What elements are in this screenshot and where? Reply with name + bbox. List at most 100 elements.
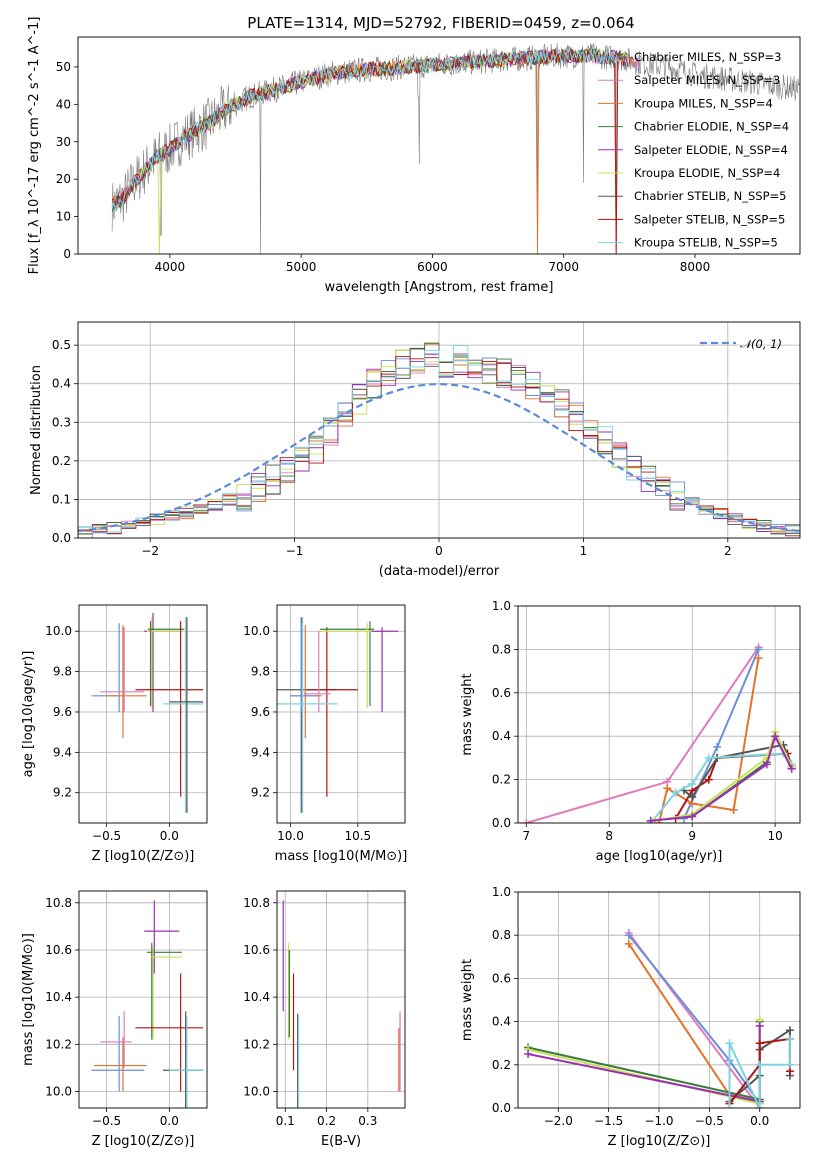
y-tick-label: 0.4 <box>492 1015 511 1029</box>
y-tick-label: 0.0 <box>492 1101 511 1115</box>
weight-marker <box>755 1039 764 1048</box>
weight-marker <box>688 792 697 801</box>
plot-area <box>78 342 800 538</box>
y-tick-label: 10.6 <box>45 943 72 957</box>
axes-frame <box>517 891 801 1109</box>
weight-marker <box>704 775 713 784</box>
y-tick-label: 10.8 <box>45 896 72 910</box>
y-tick-label: 0.1 <box>52 492 71 506</box>
x-tick-label: −2.0 <box>544 1114 573 1128</box>
y-tick-label: 0.3 <box>52 415 71 429</box>
x-axis-label: wavelength [Angstrom, rest frame] <box>325 280 554 295</box>
x-tick-label: −1 <box>286 544 304 558</box>
x-tick-label: −2 <box>141 544 159 558</box>
legend-entry: Kroupa STELIB, N_SSP=5 <box>634 236 778 250</box>
y-tick-label: 10.2 <box>243 1037 270 1051</box>
y-tick-label: 0.0 <box>52 531 71 545</box>
weight-marker <box>771 732 780 741</box>
panel-age_vs_Z: −0.5 0.0 9.2 9.4 9.6 9.8 10.0 Z [log10(Z/Z⊙)] ag… <box>21 604 208 864</box>
y-tick-label: 0.4 <box>52 377 71 391</box>
x-tick-label: 2 <box>724 544 732 558</box>
x-tick-label: 7 <box>522 829 530 843</box>
axes-frame <box>77 36 801 255</box>
axes-frame <box>78 890 208 1109</box>
y-tick-label: 0.2 <box>52 454 71 468</box>
weight-marker <box>671 788 680 797</box>
y-tick-label: 0.2 <box>492 1058 511 1072</box>
plot-area <box>524 929 794 1108</box>
x-tick-label: 0.0 <box>160 1114 179 1128</box>
weight-marker <box>713 743 722 752</box>
panel-residuals: −2 −1 0 1 2 0.0 0.1 0.2 0.3 0.4 0.5 (data-model)/er… <box>29 321 801 579</box>
x-tick-label: −0.5 <box>92 1114 121 1128</box>
weight-marker <box>785 1034 794 1043</box>
y-tick-label: 0.5 <box>52 338 71 352</box>
x-axis-label: age [log10(age/yr)] <box>596 849 723 864</box>
weight-marker <box>704 753 713 762</box>
y-axis-label: age [log10(age/yr)] <box>21 651 36 778</box>
model-spectrum-kroupa-stelib <box>111 48 621 210</box>
y-tick-label: 9.6 <box>53 705 72 719</box>
weight-line-salpeter-elodie <box>527 1025 761 1103</box>
legend-entry: Kroupa ELODIE, N_SSP=4 <box>634 166 780 180</box>
weight-marker <box>762 760 771 769</box>
x-tick-label: 10 <box>767 829 782 843</box>
y-axis-label: Flux [f_λ 10^-17 erg cm^-2 s^-1 A^-1] <box>27 17 42 275</box>
x-tick-label: 8 <box>605 829 613 843</box>
y-tick-label: 0.0 <box>492 816 511 830</box>
legend-entry: Kroupa MILES, N_SSP=4 <box>634 96 773 110</box>
legend-entry: Chabrier ELODIE, N_SSP=4 <box>634 120 789 134</box>
x-tick-label: 0 <box>435 544 443 558</box>
x-tick-label: 9 <box>688 829 696 843</box>
weight-marker <box>755 1104 764 1108</box>
axes-frame <box>276 890 406 1109</box>
legend-entry: Salpeter MILES, N_SSP=3 <box>634 73 780 87</box>
plot-area <box>91 613 204 813</box>
weight-marker <box>522 819 531 823</box>
legend-entry: Salpeter ELODIE, N_SSP=4 <box>634 143 788 157</box>
panel-massweight_vs_Z: −2.0 −1.5 −1.0 −0.5 0.0 0.0 0.2 0.4 0.6 0.8 1.0 Z [… <box>460 885 801 1149</box>
y-axis-label: mass weight <box>460 673 475 755</box>
y-axis-label: mass [log10(M/M⊙)] <box>21 933 36 1066</box>
weight-marker <box>663 784 672 793</box>
plot-area <box>91 900 204 1108</box>
y-tick-label: 10.0 <box>45 1084 72 1098</box>
weight-marker <box>785 1026 794 1035</box>
weight-marker <box>755 1021 764 1030</box>
y-tick-label: 9.2 <box>53 786 72 800</box>
plot-area <box>277 617 399 813</box>
y-tick-label: 10 <box>56 210 71 224</box>
weight-marker <box>688 779 697 788</box>
x-tick-label: 6000 <box>417 260 448 274</box>
weight-marker <box>755 1060 764 1069</box>
y-tick-label: 9.8 <box>53 665 72 679</box>
weight-marker <box>725 1039 734 1048</box>
axes-frame <box>517 605 801 824</box>
normal-curve <box>78 382 800 533</box>
panel-massweight_vs_age: 7 8 9 10 0.0 0.2 0.4 0.6 0.8 1.0 age [log10(age/yr… <box>460 599 801 864</box>
x-tick-label: 0.0 <box>160 829 179 843</box>
weight-marker <box>624 939 633 948</box>
model-spectrum-kroupa-miles <box>111 48 638 254</box>
y-tick-label: 0 <box>63 247 71 261</box>
plot-area <box>282 900 401 1108</box>
y-tick-label: 10.6 <box>243 943 270 957</box>
histogram-kroupa-stelib <box>78 345 800 534</box>
y-tick-label: 9.6 <box>251 705 270 719</box>
y-tick-label: 0.4 <box>492 729 511 743</box>
x-tick-label: 1 <box>580 544 588 558</box>
plot-area <box>111 42 800 254</box>
y-tick-label: 0.8 <box>492 642 511 656</box>
y-tick-label: 0.6 <box>492 971 511 985</box>
weight-marker <box>646 816 655 823</box>
legend: 𝒩(0, 1) <box>700 337 782 351</box>
y-tick-label: 50 <box>56 60 71 74</box>
x-tick-label: −0.5 <box>92 829 121 843</box>
y-tick-label: 0.2 <box>492 773 511 787</box>
panel-mass_vs_EBV: 0.1 0.2 0.3 10.0 10.2 10.4 10.6 10.8 E(B-V) <box>243 890 406 1149</box>
legend-entry: 𝒩(0, 1) <box>740 337 782 351</box>
y-tick-label: 9.4 <box>53 745 72 759</box>
y-axis-label: Normed distribution <box>29 365 44 495</box>
x-tick-label: 10.0 <box>277 829 304 843</box>
x-axis-label: E(B-V) <box>321 1134 361 1149</box>
